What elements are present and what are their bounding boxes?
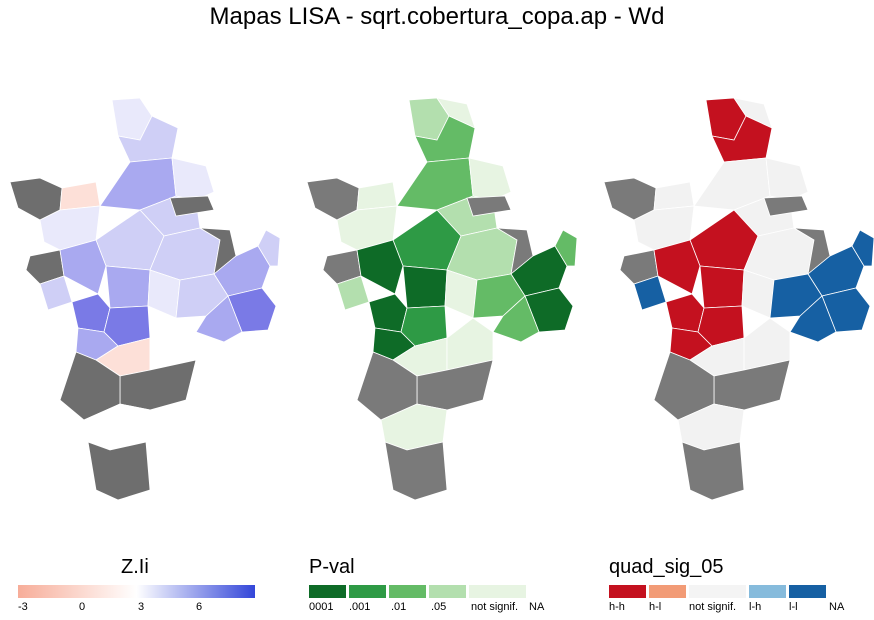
legend-p-label: .01	[391, 601, 407, 613]
map-region	[653, 181, 695, 211]
map-quad-sig-svg	[603, 97, 874, 501]
map-region	[59, 239, 107, 295]
legend-p-swatch	[389, 585, 426, 598]
map-region	[257, 229, 280, 267]
map-region	[402, 265, 448, 309]
map-p-val-svg	[306, 97, 577, 501]
map-region	[195, 295, 243, 343]
legend-p-swatch	[309, 585, 346, 598]
legend-z-tick: 0	[79, 601, 86, 613]
map-region	[665, 293, 705, 333]
legend-q-swatch	[749, 585, 786, 598]
map-region	[169, 195, 215, 217]
map-region	[59, 181, 101, 211]
legend-q-label: h-h	[609, 601, 625, 613]
map-region	[763, 195, 809, 217]
legend-z-gradient	[18, 585, 255, 598]
legend-z-tick: -3	[18, 601, 28, 613]
legend-q-label: l-h	[749, 601, 762, 613]
legend-z-title: Z.Ii	[121, 556, 149, 578]
map-region	[653, 239, 701, 295]
map-region	[356, 181, 398, 211]
map-region	[446, 317, 494, 371]
map-region	[468, 157, 512, 201]
map-z-ii-svg	[9, 97, 280, 501]
map-z-ii	[0, 70, 280, 510]
legend-z-tick: 6	[196, 601, 203, 613]
legend-p-label: 0001	[309, 601, 334, 613]
legend-q-label: NA	[829, 601, 845, 613]
map-region	[699, 265, 745, 309]
legend-q-title: quad_sig_05	[609, 556, 724, 578]
legend-p-label: not signif.	[471, 601, 519, 613]
map-region	[743, 317, 791, 371]
map-region	[87, 441, 151, 501]
map-region	[789, 295, 837, 343]
figure-title: Mapas LISA - sqrt.cobertura_copa.ap - Wd	[209, 3, 665, 30]
map-region	[851, 229, 874, 267]
map-region	[171, 157, 215, 201]
legend-p-label: .05	[431, 601, 447, 613]
legend-q-swatch	[689, 585, 746, 598]
map-region	[105, 265, 151, 309]
legend-q-swatch	[649, 585, 686, 598]
map-region	[368, 293, 408, 333]
legend-q-swatch	[789, 585, 826, 598]
legend-p-title: P-val	[309, 556, 355, 578]
map-region	[356, 239, 404, 295]
map-region	[492, 295, 540, 343]
map-quad-sig	[594, 70, 874, 510]
legend-q-swatch	[829, 585, 866, 598]
legend-q-swatch	[609, 585, 646, 598]
map-p-val	[297, 70, 577, 510]
legend-q-label: not signif.	[689, 601, 737, 613]
map-region	[466, 195, 512, 217]
legend-q-label: h-l	[649, 601, 662, 613]
legend-p-swatch	[429, 585, 466, 598]
map-region	[554, 229, 577, 267]
map-region	[384, 441, 448, 501]
map-region	[149, 317, 197, 371]
legend-p-label: NA	[529, 601, 545, 613]
legend-p-swatch	[349, 585, 386, 598]
map-region	[765, 157, 809, 201]
legend-q-label: l-l	[789, 601, 798, 613]
legend-p-label: .001	[349, 601, 371, 613]
legend-p-swatch	[529, 585, 566, 598]
map-region	[71, 293, 111, 333]
legend-z-tick: 3	[138, 601, 145, 613]
legend-p-swatch	[469, 585, 526, 598]
map-region	[681, 441, 745, 501]
